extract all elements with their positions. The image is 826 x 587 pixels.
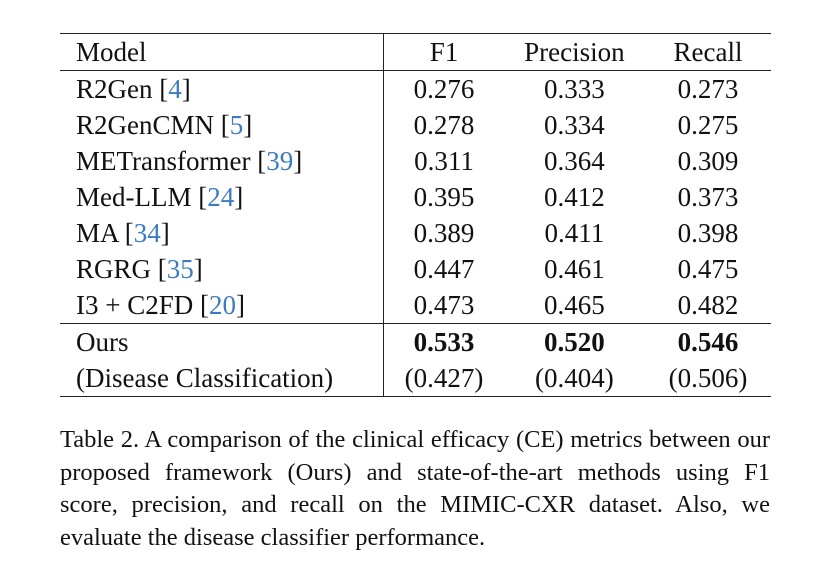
recall-cell: 0.273 — [677, 73, 739, 104]
citation-link[interactable]: 35 — [166, 253, 194, 284]
recall-cell: 0.373 — [677, 181, 739, 212]
header-f1: F1 — [429, 36, 459, 67]
citation-link[interactable]: 24 — [207, 181, 235, 212]
disease-recall-cell: (0.506) — [668, 362, 748, 393]
model-name: Med-LLM — [76, 181, 192, 212]
disease-f1-cell: (0.427) — [404, 362, 484, 393]
ce-metrics-table: Model F1 Precision Recall R2Gen [4] 0.27… — [60, 33, 771, 397]
model-cell: I3 + C2FD [20] — [60, 287, 385, 324]
f1-cell: 0.395 — [413, 181, 475, 212]
model-name: I3 + C2FD — [76, 289, 194, 320]
table-caption: Table 2. A comparison of the clinical ef… — [60, 426, 770, 552]
ours-model-cell: Ours — [60, 323, 385, 360]
model-cell: MA [34] — [60, 215, 385, 251]
table-row: Med-LLM [24] 0.395 0.412 0.373 — [60, 179, 771, 215]
model-name: R2Gen — [76, 73, 153, 104]
model-name: MA — [76, 217, 119, 248]
ours-row: Ours 0.533 0.520 0.546 — [60, 323, 771, 360]
table-header-row: Model F1 Precision Recall — [60, 33, 771, 71]
citation-link[interactable]: 39 — [266, 145, 294, 176]
model-cell: R2GenCMN [5] — [60, 107, 385, 143]
recall-cell: 0.309 — [677, 145, 739, 176]
f1-cell: 0.447 — [413, 253, 475, 284]
table-row: R2Gen [4] 0.276 0.333 0.273 — [60, 70, 771, 107]
ours-precision-cell: 0.520 — [544, 326, 605, 357]
model-cell: R2Gen [4] — [60, 70, 385, 107]
disease-precision-cell: (0.404) — [535, 362, 614, 393]
disease-model-cell: (Disease Classification) — [60, 360, 385, 397]
ours-f1-cell: 0.533 — [413, 326, 475, 357]
results-table-container: Model F1 Precision Recall R2Gen [4] 0.27… — [60, 33, 771, 397]
precision-cell: 0.333 — [544, 73, 605, 104]
precision-cell: 0.364 — [544, 145, 605, 176]
citation-link[interactable]: 5 — [229, 109, 244, 140]
recall-cell: 0.482 — [677, 289, 739, 320]
f1-cell: 0.278 — [413, 109, 475, 140]
citation-link[interactable]: 4 — [168, 73, 182, 104]
header-recall: Recall — [673, 36, 743, 67]
model-cell: RGRG [35] — [60, 251, 385, 287]
f1-cell: 0.389 — [413, 217, 475, 248]
precision-cell: 0.461 — [544, 253, 605, 284]
citation-link[interactable]: 20 — [209, 289, 236, 320]
header-model: Model — [60, 33, 385, 71]
recall-cell: 0.275 — [677, 109, 739, 140]
header-precision: Precision — [524, 36, 625, 67]
model-cell: Med-LLM [24] — [60, 179, 385, 215]
disease-classification-row: (Disease Classification) (0.427) (0.404)… — [60, 360, 771, 397]
f1-cell: 0.311 — [414, 145, 474, 176]
f1-cell: 0.276 — [413, 73, 475, 104]
precision-cell: 0.334 — [544, 109, 605, 140]
recall-cell: 0.475 — [677, 253, 739, 284]
model-name: METransformer — [76, 145, 251, 176]
f1-cell: 0.473 — [413, 289, 475, 320]
precision-cell: 0.465 — [544, 289, 605, 320]
precision-cell: 0.411 — [544, 217, 605, 248]
citation-link[interactable]: 34 — [133, 217, 161, 248]
table-row: MA [34] 0.389 0.411 0.398 — [60, 215, 771, 251]
precision-cell: 0.412 — [544, 181, 605, 212]
table-row: I3 + C2FD [20] 0.473 0.465 0.482 — [60, 287, 771, 324]
recall-cell: 0.398 — [677, 217, 739, 248]
model-name: R2GenCMN — [76, 109, 215, 140]
table-row: METransformer [39] 0.311 0.364 0.309 — [60, 143, 771, 179]
ours-recall-cell: 0.546 — [677, 326, 739, 357]
table-row: RGRG [35] 0.447 0.461 0.475 — [60, 251, 771, 287]
table-row: R2GenCMN [5] 0.278 0.334 0.275 — [60, 107, 771, 143]
model-cell: METransformer [39] — [60, 143, 385, 179]
model-name: RGRG — [76, 253, 152, 284]
